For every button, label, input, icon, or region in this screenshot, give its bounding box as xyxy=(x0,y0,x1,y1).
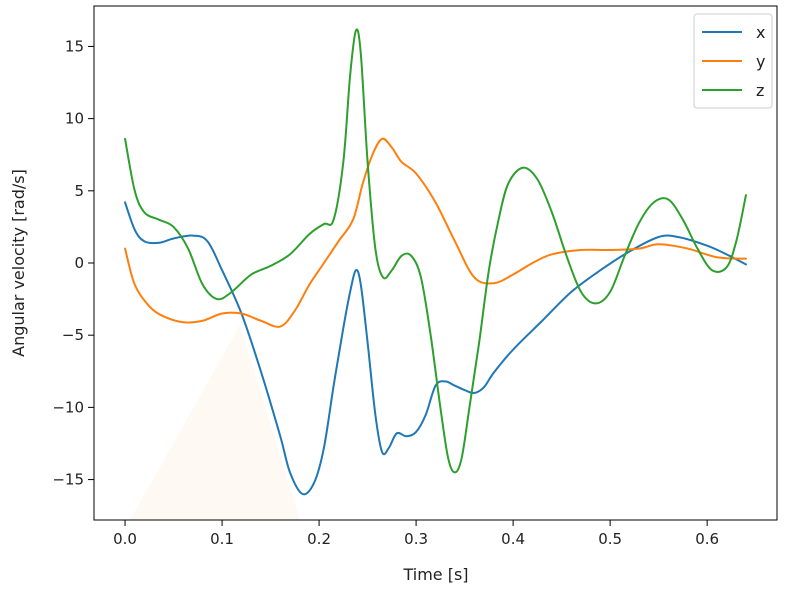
y-tick-label: 0 xyxy=(74,254,84,272)
series-layer xyxy=(124,28,747,496)
y-tick-label: 5 xyxy=(74,182,84,200)
plot-area-frame xyxy=(93,5,778,521)
series-line-y xyxy=(124,137,747,328)
x-tick-label: 0.4 xyxy=(501,530,525,548)
y-tick-label: 15 xyxy=(65,37,84,55)
y-tick-label: 10 xyxy=(65,110,84,128)
x-tick-label: 0.0 xyxy=(113,530,137,548)
x-tick-label: 0.1 xyxy=(210,530,234,548)
series-line-x xyxy=(124,201,747,496)
y-axis-label: Angular velocity [rad/s] xyxy=(9,169,28,357)
y-tick-label: −10 xyxy=(52,398,84,416)
legend: x y z xyxy=(693,13,773,109)
ticks-layer: 0.0 0.1 0.2 0.3 0.4 0.5 0.6 15 10 5 0 −5 −10 −15 xyxy=(52,37,719,548)
y-tick-label: −15 xyxy=(52,471,84,489)
x-axis-label: Time [s] xyxy=(402,565,468,584)
x-tick-label: 0.6 xyxy=(695,530,719,548)
x-tick-label: 0.2 xyxy=(307,530,331,548)
y-tick-label: −5 xyxy=(62,326,84,344)
legend-label-x: x xyxy=(756,23,765,42)
x-tick-label: 0.5 xyxy=(598,530,622,548)
x-tick-label: 0.3 xyxy=(404,530,428,548)
faint-shaded-area xyxy=(130,325,300,520)
legend-label-z: z xyxy=(756,81,764,100)
legend-label-y: y xyxy=(756,52,765,71)
series-line-z xyxy=(124,28,747,474)
